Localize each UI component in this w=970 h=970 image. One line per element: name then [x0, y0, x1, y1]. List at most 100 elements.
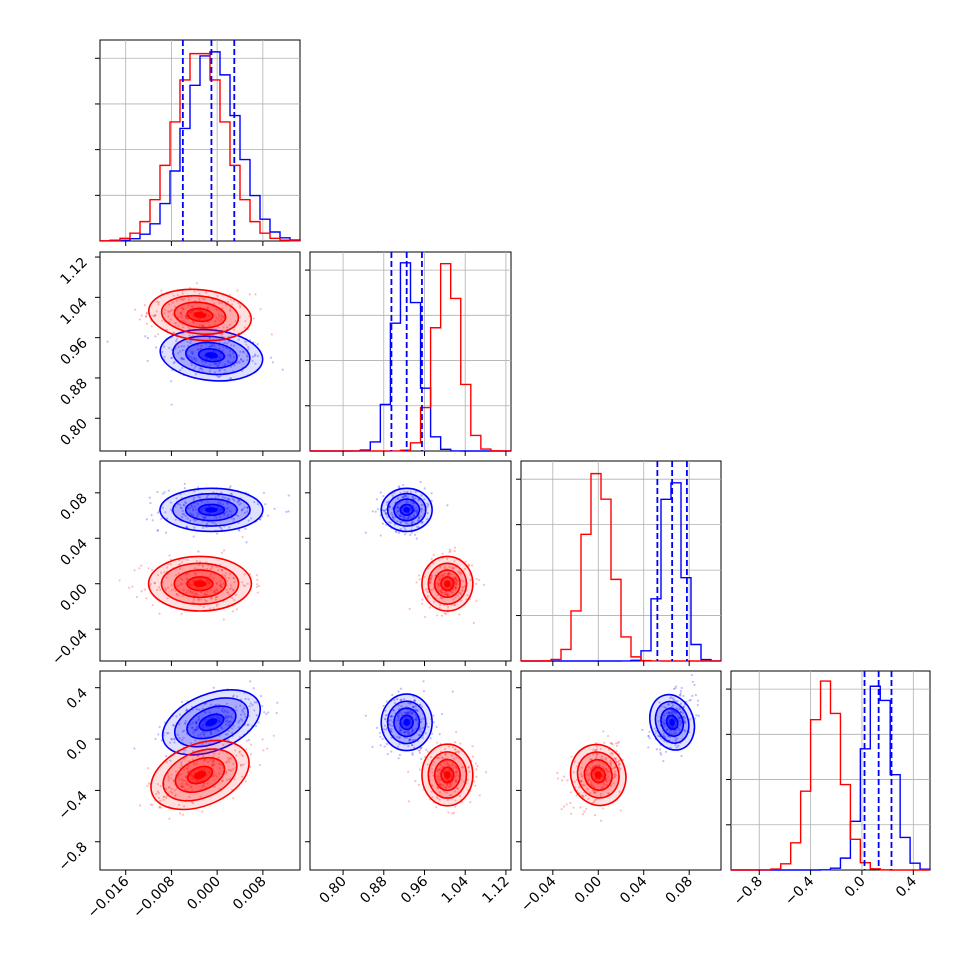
data-point	[138, 318, 141, 321]
data-point	[240, 358, 243, 361]
data-point	[175, 497, 178, 500]
data-point	[563, 805, 566, 808]
data-point	[218, 361, 221, 364]
data-point	[205, 512, 209, 515]
data-point	[226, 497, 229, 500]
data-point	[138, 567, 141, 570]
data-point	[196, 502, 199, 505]
data-point	[186, 317, 190, 320]
data-point	[228, 293, 232, 297]
data-point	[446, 504, 449, 507]
data-point	[163, 312, 166, 315]
data-point	[229, 298, 232, 301]
data-point	[229, 361, 232, 364]
data-point	[180, 316, 183, 319]
data-point	[205, 522, 209, 526]
data-point	[418, 751, 422, 754]
data-point	[272, 734, 275, 737]
data-point	[211, 521, 214, 524]
x-tick-label: 1.12	[479, 874, 512, 907]
data-point	[150, 513, 153, 517]
data-point	[213, 323, 216, 326]
data-point	[215, 358, 218, 362]
data-point	[173, 360, 176, 363]
data-point	[188, 327, 191, 331]
data-point	[197, 486, 200, 489]
data-point	[218, 347, 221, 350]
data-point	[157, 303, 160, 306]
data-point	[199, 348, 202, 351]
data-point	[193, 526, 196, 529]
data-point	[233, 328, 236, 332]
data-point	[200, 325, 204, 328]
data-point	[231, 352, 235, 355]
data-point	[194, 357, 198, 360]
x-tick-label: 0.4	[893, 873, 920, 900]
data-point	[187, 298, 191, 302]
data-point	[680, 686, 683, 690]
data-point	[266, 747, 269, 750]
data-point	[565, 803, 568, 806]
data-point	[448, 551, 451, 554]
data-point	[231, 497, 235, 501]
data-point	[145, 311, 149, 314]
data-point	[150, 568, 154, 571]
data-point	[581, 813, 585, 816]
data-point	[570, 755, 573, 758]
data-point	[245, 343, 248, 346]
data-point	[186, 344, 190, 347]
data-point	[229, 310, 232, 313]
data-point	[169, 309, 172, 313]
density-peak	[205, 352, 218, 359]
data-point	[473, 780, 476, 783]
data-point	[157, 301, 160, 304]
data-point	[410, 531, 413, 534]
data-point	[227, 359, 230, 362]
data-point	[690, 673, 693, 677]
data-point	[696, 699, 700, 702]
data-point	[452, 811, 456, 814]
data-point	[441, 552, 444, 555]
data-point	[172, 361, 175, 365]
data-point	[386, 752, 389, 756]
data-point	[151, 519, 154, 522]
data-point	[244, 527, 247, 530]
data-point	[203, 517, 206, 520]
x-tick-label: 0.80	[317, 874, 350, 907]
data-point	[161, 492, 165, 495]
data-point	[397, 757, 400, 760]
data-point	[471, 745, 474, 748]
data-point	[418, 749, 421, 752]
data-point	[245, 739, 249, 742]
data-point	[161, 506, 164, 509]
data-point	[659, 751, 662, 754]
data-point	[229, 492, 232, 496]
data-point	[193, 505, 197, 508]
data-point	[181, 813, 185, 816]
data-point	[170, 348, 173, 352]
data-point	[251, 355, 255, 358]
data-point	[225, 510, 228, 513]
data-point	[451, 690, 454, 693]
data-point	[287, 510, 290, 513]
data-point	[238, 529, 241, 532]
data-point	[569, 791, 573, 794]
data-point	[193, 496, 196, 499]
data-point	[195, 282, 198, 285]
data-point	[430, 492, 433, 495]
data-point	[594, 814, 597, 817]
data-point	[256, 343, 259, 346]
data-point	[198, 324, 202, 327]
data-point	[180, 307, 183, 310]
data-point	[151, 803, 154, 807]
data-point	[266, 514, 270, 517]
data-point	[254, 293, 257, 296]
data-point	[238, 361, 241, 364]
data-point	[168, 303, 171, 306]
data-point	[184, 321, 187, 324]
data-point	[179, 356, 183, 360]
data-point	[205, 291, 208, 294]
data-point	[170, 308, 173, 312]
data-point	[453, 546, 457, 549]
data-point	[448, 548, 451, 551]
